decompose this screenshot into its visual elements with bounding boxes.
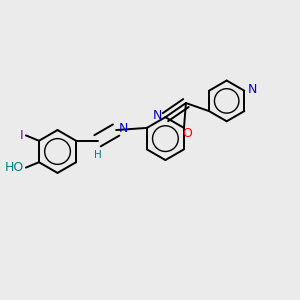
Text: N: N bbox=[152, 109, 162, 122]
Text: I: I bbox=[20, 129, 24, 142]
Text: N: N bbox=[247, 83, 257, 96]
Text: HO: HO bbox=[5, 161, 25, 174]
Text: O: O bbox=[183, 127, 193, 140]
Text: H: H bbox=[94, 150, 101, 161]
Text: N: N bbox=[118, 122, 128, 135]
